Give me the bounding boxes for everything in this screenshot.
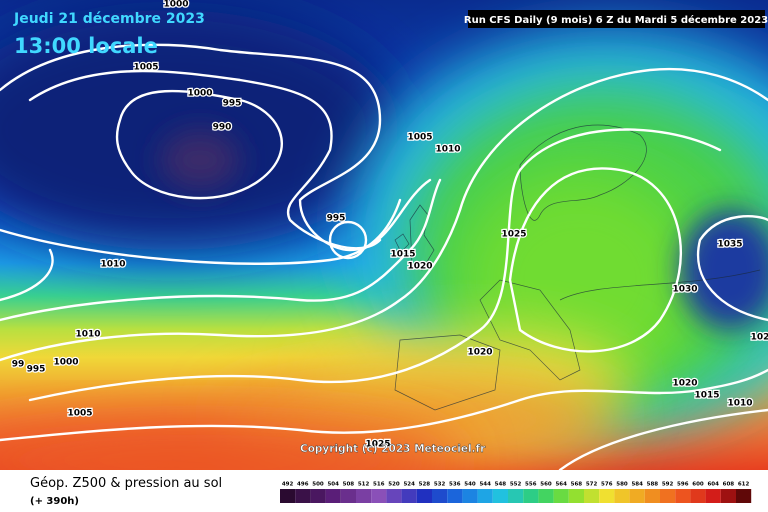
colorbar-swatch	[325, 489, 341, 503]
colorbar-swatch	[492, 489, 508, 503]
colorbar-swatch	[401, 489, 417, 503]
isobar-label: 1000	[53, 358, 78, 368]
isobar-label: 1035	[717, 240, 742, 250]
colorbar-swatch	[629, 489, 645, 503]
colorbar-swatch	[280, 489, 296, 503]
colorbar-label: 608	[723, 482, 735, 488]
isobar-label: 1005	[67, 409, 92, 419]
colorbar-swatch	[538, 489, 554, 503]
run-box	[468, 10, 765, 28]
colorbar-label: 552	[510, 482, 522, 488]
colorbar-swatch	[568, 489, 584, 503]
colorbar-swatch	[660, 489, 676, 503]
colorbar-swatch	[736, 489, 752, 503]
isobar-label: 995	[27, 365, 46, 375]
isobar-label: 1015	[694, 391, 719, 401]
colorbar-label: 572	[586, 482, 598, 488]
forecast-date: Jeudi 21 décembre 2023	[13, 11, 205, 27]
isobar-label: 1000	[187, 89, 212, 99]
colorbar-swatch	[416, 489, 432, 503]
isobar-label: 1020	[672, 379, 697, 389]
isobar-label: 1010	[435, 145, 460, 155]
colorbar-label: 540	[464, 482, 476, 488]
isobar-label: 102	[751, 333, 768, 343]
colorbar-label: 532	[434, 482, 446, 488]
isobar-label: 995	[327, 214, 346, 224]
isobar-label: 99	[12, 360, 25, 370]
isobar-label: 1020	[467, 348, 492, 358]
colorbar-swatch	[599, 489, 615, 503]
colorbar-label: 492	[282, 482, 294, 488]
footer-lead: (+ 390h)	[30, 496, 79, 507]
map-field: 1000100510009959901005101099510151020102…	[0, 0, 768, 470]
isobar-label: 1025	[501, 230, 526, 240]
colorbar-label: 524	[403, 482, 415, 488]
colorbar-label: 612	[738, 482, 750, 488]
colorbar-label: 580	[616, 482, 628, 488]
colorbar-label: 504	[327, 482, 339, 488]
isobar-label: 995	[223, 99, 242, 109]
colorbar-swatch	[584, 489, 600, 503]
isobar-labels: 1000100510009959901005101099510151020102…	[10, 0, 768, 451]
isobar-label: 1010	[75, 330, 100, 340]
colorbar-label: 592	[662, 482, 674, 488]
colorbar-label: 500	[312, 482, 324, 488]
colorbar-swatch	[477, 489, 493, 503]
colorbar-swatch	[523, 489, 539, 503]
colorbar-swatch	[340, 489, 356, 503]
isobar-label: 1005	[407, 133, 432, 143]
colorbar-swatch	[720, 489, 736, 503]
colorbar-label: 516	[373, 482, 385, 488]
colorbar-swatch	[705, 489, 721, 503]
colorbar: 492 496 500 504 508 512 516 520 524 528 532 536 540 5…	[280, 482, 752, 503]
isobar-label: 1000	[163, 0, 188, 10]
colorbar-label: 548	[495, 482, 507, 488]
colorbar-label: 528	[419, 482, 431, 488]
colorbar-label: 556	[525, 482, 537, 488]
colorbar-swatch	[553, 489, 569, 503]
colorbar-label: 520	[388, 482, 400, 488]
isobars	[0, 43, 768, 470]
colorbar-swatch	[447, 489, 463, 503]
colorbar-label: 568	[571, 482, 583, 488]
isobar-label: 1015	[390, 250, 415, 260]
colorbar-swatch	[462, 489, 478, 503]
colorbar-swatch	[295, 489, 311, 503]
colorbar-label: 600	[692, 482, 704, 488]
colorbar-label: 512	[358, 482, 370, 488]
colorbar-label: 564	[555, 482, 567, 488]
isobar-label: 1030	[672, 285, 697, 295]
colorbar-label: 544	[479, 482, 491, 488]
colorbar-label: 584	[631, 482, 643, 488]
isobar-label: 1005	[133, 63, 158, 73]
run-info: Run CFS Daily (9 mois) 6 Z du Mardi 5 dé…	[464, 14, 768, 26]
isobar-label: 1010	[727, 399, 752, 409]
colorbar-swatch	[675, 489, 691, 503]
isobar-label: 1020	[407, 262, 432, 272]
isobar-label: 1025	[365, 440, 390, 450]
colorbar-swatch	[614, 489, 630, 503]
isobar-label: 990	[213, 123, 232, 133]
colorbar-label: 496	[297, 482, 309, 488]
colorbar-label: 560	[540, 482, 552, 488]
colorbar-swatch	[508, 489, 524, 503]
colorbar-label: 508	[343, 482, 355, 488]
copyright: Copyright (c) 2023 Meteociel.fr	[300, 443, 486, 455]
colorbar-swatch	[386, 489, 402, 503]
colorbar-swatch	[690, 489, 706, 503]
colorbar-label: 588	[647, 482, 659, 488]
isobar-label: 1010	[100, 260, 125, 270]
colorbar-swatch	[644, 489, 660, 503]
colorbar-label: 604	[707, 482, 719, 488]
colorbar-swatch	[310, 489, 326, 503]
colorbar-swatch	[356, 489, 372, 503]
colorbar-label: 596	[677, 482, 689, 488]
footer-title: Géop. Z500 & pression au sol	[30, 476, 222, 491]
forecast-time: 13:00 locale	[14, 34, 158, 58]
colorbar-label: 536	[449, 482, 461, 488]
colorbar-swatch	[432, 489, 448, 503]
colorbar-label: 576	[601, 482, 613, 488]
colorbar-swatch	[371, 489, 387, 503]
